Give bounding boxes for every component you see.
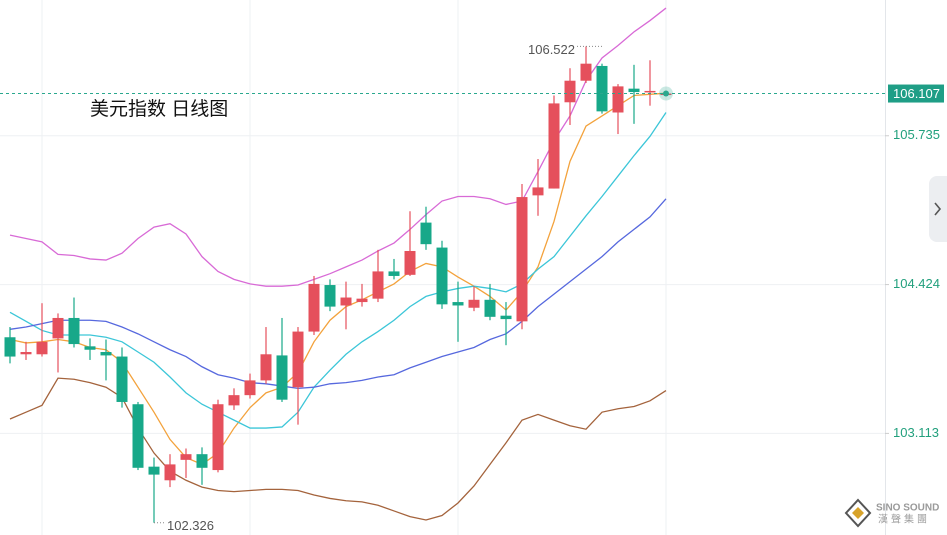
current-price-label: 106.107 xyxy=(893,86,940,101)
candle-body xyxy=(420,222,432,245)
chart-title: 美元指数 日线图 xyxy=(90,98,228,120)
candle-body xyxy=(20,352,32,355)
candle-body xyxy=(100,352,112,356)
chevron-icon[interactable] xyxy=(934,202,942,216)
max-label: 106.522 xyxy=(528,42,575,57)
candle-body xyxy=(468,299,480,308)
candle-body xyxy=(36,341,48,355)
candle-body xyxy=(196,454,208,468)
candle-body xyxy=(164,464,176,481)
candle-body xyxy=(292,331,304,388)
candle-body xyxy=(180,454,192,460)
y-tick-label: 105.735 xyxy=(893,127,940,142)
candle-body xyxy=(404,250,416,275)
candle-body xyxy=(388,271,400,276)
logo: SINO SOUND 漢聲集團 xyxy=(844,498,939,528)
candle-body xyxy=(372,271,384,299)
candle-body xyxy=(500,315,512,320)
grid xyxy=(0,0,885,535)
candle-body xyxy=(244,380,256,396)
candle-body xyxy=(308,283,320,332)
candle-body xyxy=(452,302,464,306)
logo-zh: 漢聲集團 xyxy=(878,513,930,526)
candle-body xyxy=(580,63,592,81)
candle-body xyxy=(52,317,64,339)
candle-body xyxy=(260,354,272,381)
candle-body xyxy=(340,297,352,306)
candle-body xyxy=(532,187,544,196)
candle-body xyxy=(612,86,624,113)
candle-body xyxy=(276,355,288,400)
side-tab-bg[interactable] xyxy=(929,176,947,242)
candle-body xyxy=(228,395,240,406)
indicator-line xyxy=(9,112,667,429)
min-label: 102.326 xyxy=(167,518,214,533)
candle-body xyxy=(116,356,128,402)
candle-body xyxy=(548,103,560,189)
y-tick-label: 104.424 xyxy=(893,276,940,291)
candle-body xyxy=(644,90,656,93)
candle-body xyxy=(356,298,368,303)
current-price-dot xyxy=(663,90,669,97)
candle-body xyxy=(628,88,640,93)
candle-body xyxy=(84,346,96,350)
candle-body xyxy=(212,404,224,471)
current-price-box xyxy=(888,84,944,103)
candle-body xyxy=(436,247,448,305)
candle-body xyxy=(484,299,496,317)
candle-body xyxy=(564,80,576,103)
candle-body xyxy=(516,197,528,322)
side-tab[interactable] xyxy=(929,176,947,242)
logo-en: SINO SOUND xyxy=(876,503,939,514)
logo-icon-core xyxy=(852,507,864,519)
candle-body xyxy=(4,337,16,357)
candle-body xyxy=(148,466,160,475)
plot xyxy=(4,7,672,523)
candle-body xyxy=(324,285,336,307)
candle-body xyxy=(132,404,144,468)
candle-body xyxy=(596,65,608,112)
indicator-line xyxy=(9,198,667,389)
candle-body xyxy=(68,317,80,345)
y-tick-label: 103.113 xyxy=(893,425,939,440)
